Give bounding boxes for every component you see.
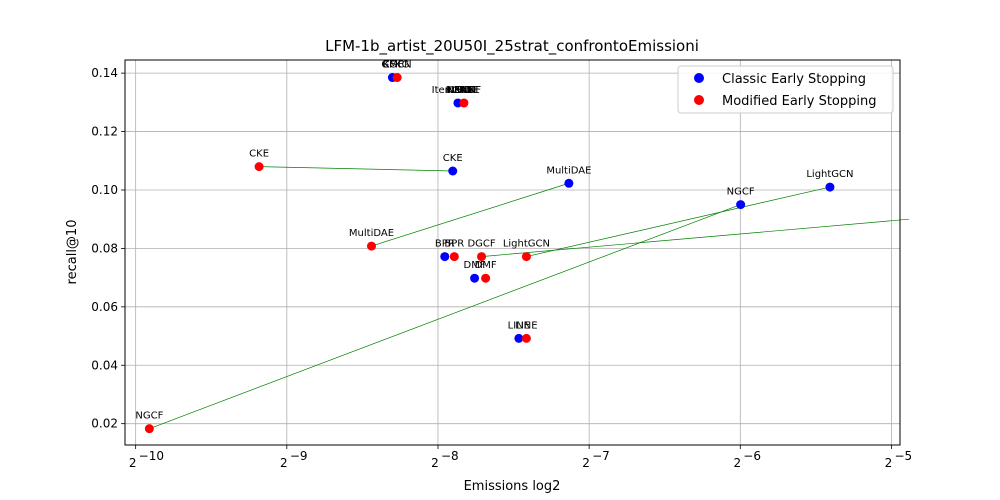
y-axis-label: recall@10 <box>65 220 80 285</box>
point-label: NeuMF <box>447 85 482 96</box>
legend-box <box>677 65 894 114</box>
x-tick-label: 2 <box>280 456 288 470</box>
connection-line <box>526 186 831 257</box>
point-label: CKE <box>443 153 463 164</box>
point-modified-itemknn <box>459 98 469 108</box>
connection-line <box>481 218 909 257</box>
x-tick-label: 2 <box>733 456 741 470</box>
x-axis-ticks: 2 −10 2 −9 2 −8 2 −7 2 −6 2 −5 <box>129 445 912 470</box>
point-classic-ngcf <box>736 200 746 210</box>
point-modified-line <box>521 333 531 343</box>
plot-frame <box>124 59 901 446</box>
legend-label-modified: Modified Early Stopping <box>722 94 876 109</box>
legend-marker-classic <box>694 73 704 83</box>
point-label: CKE <box>249 149 269 160</box>
x-tick-exponent: −8 <box>441 449 459 463</box>
point-label: LightGCN <box>503 239 550 250</box>
point-labels: GMFCFKGKGCNItemKNNKGATNNCFLINENeuMFEASEC… <box>135 60 853 422</box>
x-tick-exponent: −10 <box>139 449 164 463</box>
connection-lines <box>149 166 909 429</box>
y-tick-label: 0.10 <box>91 183 118 197</box>
point-modified-bpr <box>449 252 459 262</box>
x-tick-label: 2 <box>129 456 137 470</box>
point-label: CFKG <box>382 60 409 71</box>
point-label: DMF <box>475 260 497 271</box>
connection-line <box>149 204 741 429</box>
point-label: BPR <box>435 239 455 250</box>
point-classic-multidae <box>564 178 574 188</box>
point-label: LINE <box>451 85 473 96</box>
point-label: MultiDAE <box>546 165 591 176</box>
y-tick-label: 0.02 <box>91 417 118 431</box>
point-label: NNCF <box>447 85 475 96</box>
point-label: KGAT <box>446 85 473 96</box>
point-label: DGCF <box>467 239 495 250</box>
legend-marker-modified <box>694 95 704 105</box>
point-label: LINE <box>515 320 537 331</box>
point-modified-dmf <box>481 273 491 283</box>
point-classic-dmf <box>470 273 480 283</box>
grid <box>125 60 900 445</box>
point-classic-lightgcn <box>825 182 835 192</box>
point-modified-multidae <box>367 241 377 251</box>
y-tick-label: 0.12 <box>91 125 118 139</box>
y-tick-label: 0.14 <box>91 66 118 80</box>
x-tick-label: 2 <box>582 456 590 470</box>
point-classic-bpr <box>440 252 450 262</box>
y-tick-label: 0.08 <box>91 241 118 255</box>
point-label: DMF <box>464 260 486 271</box>
connection-line <box>259 166 453 172</box>
y-tick-label: 0.04 <box>91 358 118 372</box>
x-tick-exponent: −9 <box>290 449 308 463</box>
point-classic-cke <box>448 166 458 176</box>
x-tick-label: 2 <box>885 456 893 470</box>
y-tick-label: 0.06 <box>91 300 118 314</box>
x-axis-label: Emissions log2 <box>464 479 561 494</box>
x-tick-exponent: −5 <box>894 449 912 463</box>
connection-line <box>371 182 569 247</box>
point-label: NGCF <box>135 411 163 422</box>
legend-label-classic: Classic Early Stopping <box>722 72 866 87</box>
point-modified-gmf <box>392 73 402 83</box>
point-label: NGCF <box>727 187 755 198</box>
point-label: GMF <box>381 60 403 71</box>
point-modified-dgcf <box>477 252 487 262</box>
point-label: LightGCN <box>806 169 853 180</box>
point-label: EASE <box>454 85 480 96</box>
legend: Classic Early Stopping Modified Early St… <box>677 65 894 114</box>
point-modified-ngcf <box>144 424 154 434</box>
point-label: LINE <box>508 320 530 331</box>
point-label: KGCN <box>383 60 412 71</box>
x-tick-exponent: −7 <box>592 449 610 463</box>
point-classic-line <box>514 333 524 343</box>
point-label: BPR <box>444 239 464 250</box>
point-modified-cke <box>254 162 264 172</box>
chart-title: LFM-1b_artist_20U50I_25strat_confrontoEm… <box>325 37 699 56</box>
point-label: ItemKNN <box>432 85 476 96</box>
point-modified-lightgcn <box>521 252 531 262</box>
x-tick-exponent: −6 <box>743 449 761 463</box>
x-tick-label: 2 <box>431 456 439 470</box>
point-label: MultiDAE <box>349 228 394 239</box>
y-axis-ticks: 0.02 0.04 0.06 0.08 0.10 0.12 0.14 <box>91 66 125 431</box>
data-points <box>144 73 835 434</box>
